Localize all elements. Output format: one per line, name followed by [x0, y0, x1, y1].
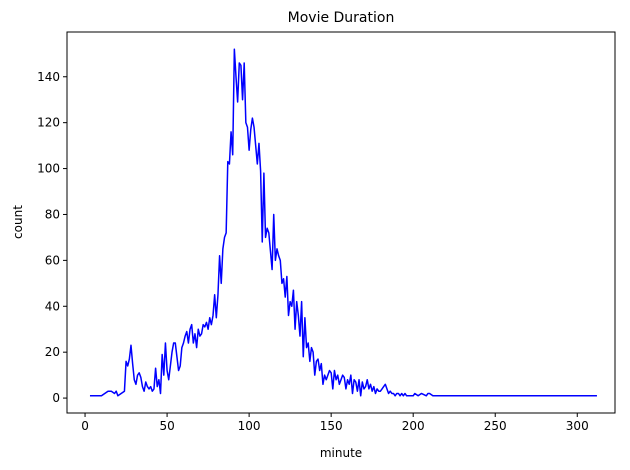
y-tick-label: 120	[37, 116, 60, 130]
y-axis-label: count	[11, 205, 25, 239]
y-tick-label: 140	[37, 70, 60, 84]
y-tick-label: 80	[45, 207, 60, 221]
x-tick-label: 250	[484, 419, 507, 433]
y-tick-label: 60	[45, 253, 60, 267]
x-tick-label: 0	[81, 419, 89, 433]
plot-frame	[66, 31, 616, 414]
x-tick-label: 100	[238, 419, 261, 433]
y-tick-label: 20	[45, 345, 60, 359]
x-tick-label: 300	[566, 419, 589, 433]
chart-title: Movie Duration	[288, 10, 395, 26]
y-tick-label: 100	[37, 162, 60, 176]
x-tick-label: 200	[402, 419, 425, 433]
x-tick-label: 50	[159, 419, 174, 433]
y-tick-label: 0	[52, 391, 60, 405]
x-tick-label: 150	[320, 419, 343, 433]
data-line	[89, 48, 597, 397]
y-tick-label: 40	[45, 299, 60, 313]
x-axis-label: minute	[320, 446, 362, 460]
